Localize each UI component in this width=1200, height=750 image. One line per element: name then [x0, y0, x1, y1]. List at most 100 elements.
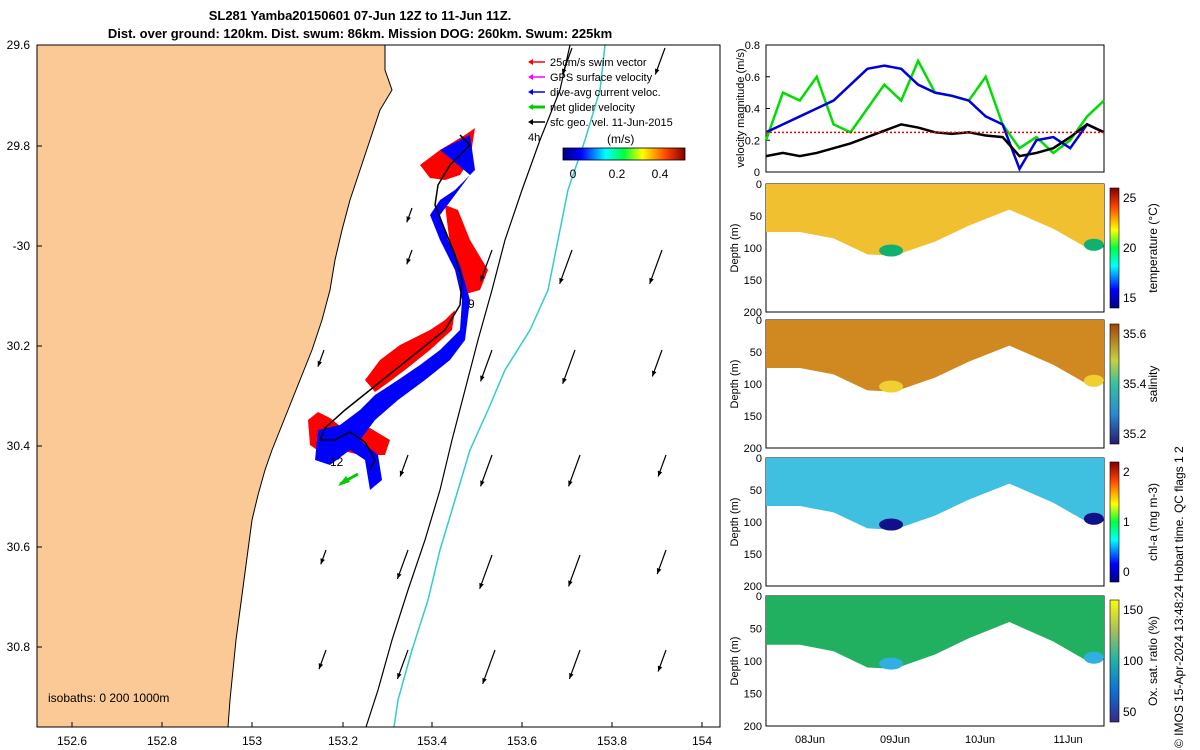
geostrophic-velocity-arrow: [317, 349, 325, 367]
velocity-series-line-1: [765, 64, 1105, 172]
lon-tick-label: 153.6: [507, 734, 537, 748]
geostrophic-velocity-arrow: [318, 649, 327, 670]
lat-tick-label: -30: [13, 239, 31, 253]
colorbar-label: Ox. sat. ratio (%): [1146, 616, 1160, 706]
colorbar-tick-label: 150: [1123, 603, 1143, 617]
surface-geostrophic-velocity-field: [317, 47, 667, 685]
geostrophic-velocity-arrow: [567, 454, 581, 487]
depth-tick-label: 150: [744, 689, 762, 701]
colorbar-tick-label: 35.6: [1123, 327, 1147, 341]
geostrophic-velocity-arrow: [399, 454, 409, 477]
lat-tick-label: 30.6: [7, 540, 31, 554]
depth-tick-label: 100: [744, 379, 762, 391]
colorbar-tick-label: 0: [1123, 565, 1130, 579]
colorbar-tick-label: 25: [1123, 191, 1137, 205]
section-colorbar: [1109, 323, 1120, 445]
depth-ylabel: Depth (m): [729, 498, 741, 547]
land-mass: [37, 45, 393, 727]
colorbar-unit: (m/s): [607, 132, 634, 146]
date-tick-label: 10Jun: [965, 734, 995, 746]
depth-ylabel: Depth (m): [729, 637, 741, 686]
lon-tick-label: 152.8: [147, 734, 177, 748]
legend-label: sfc geo. vel. 11-Jun-2015: [550, 117, 673, 129]
lat-tick-label: 29.6: [7, 38, 31, 52]
colorbar-label: chl-a (mg m-3): [1146, 483, 1160, 561]
colorbar-tick-label: 15: [1123, 291, 1137, 305]
depth-ylabel: Depth (m): [729, 360, 741, 409]
geostrophic-velocity-arrow: [479, 249, 493, 282]
colorbar-tick-label: 0.2: [609, 167, 626, 181]
geostrophic-velocity-arrow: [657, 454, 667, 477]
colorbar-tick-label: 0.4: [652, 167, 669, 181]
colorbar-tick-label: 50: [1123, 705, 1137, 719]
title-line-1: SL281 Yamba20150601 07-Jun 12Z to 11-Jun…: [208, 8, 512, 23]
section-data-feature: [879, 518, 904, 531]
geostrophic-velocity-arrow: [561, 47, 573, 75]
lat-tick-label: 30.2: [7, 339, 31, 353]
legend-entry: 25cm/s swim vector: [528, 57, 647, 69]
depth-tick-label: 50: [750, 624, 762, 636]
lat-tick-label: 30.4: [7, 439, 31, 453]
geostrophic-velocity-arrow: [656, 549, 667, 575]
net-glider-velocity-arrowhead: [338, 476, 350, 486]
depth-tick-label: 100: [744, 656, 762, 668]
section-data-field: [766, 596, 1104, 669]
speed-colorbar-ticks: 0 0.2 0.4: [570, 167, 669, 181]
velocity-ytick-label: 0.6: [745, 72, 760, 84]
legend-entry: dive-avg current veloc.: [528, 87, 661, 99]
depth-tick-label: 150: [744, 411, 762, 423]
geostrophic-velocity-arrow: [654, 47, 666, 75]
marker-4h: 4h: [528, 132, 540, 144]
section-data-feature: [1083, 512, 1104, 525]
velocity-ytick-label: 0.2: [745, 135, 760, 147]
colorbar-tick-label: 100: [1123, 654, 1143, 668]
isobaths-label: isobaths: 0 200 1000m: [48, 691, 169, 705]
geostrophic-velocity-arrow: [396, 549, 409, 580]
speed-colorbar: [562, 147, 686, 161]
velocity-ylabel: velocity magnitude (m/s): [735, 48, 747, 167]
section-data-field: [766, 458, 1104, 530]
geostrophic-velocity-arrow: [406, 207, 413, 223]
depth-tick-label: 50: [750, 347, 762, 359]
section-panel-1: 0 50 100 150 200 Depth (m) 35.6 35.4 35.2 salinit…: [729, 315, 1160, 455]
legend-label: dive-avg current veloc.: [550, 87, 661, 99]
depth-tick-label: 200: [744, 581, 762, 593]
depth-tick-label: 200: [744, 307, 762, 319]
colorbar-tick-label: 20: [1123, 241, 1137, 255]
colorbar-label: salinity: [1146, 366, 1160, 403]
lat-tick-label: 29.8: [7, 139, 31, 153]
day-label-9: 9: [468, 297, 475, 311]
colorbar-tick-label: 35.2: [1123, 427, 1147, 441]
lon-tick-label: 154: [692, 734, 712, 748]
legend-entry: GPS surface velocity: [528, 72, 653, 84]
depth-tick-label: 100: [744, 517, 762, 529]
velocity-ytick-label: 0: [754, 167, 760, 179]
depth-tick-label: 0: [756, 179, 762, 191]
colorbar-tick-label: 0: [570, 167, 577, 181]
depth-tick-label: 0: [756, 315, 762, 327]
colorbar-label: temperature (°C): [1146, 203, 1160, 293]
legend-label: net glider velocity: [550, 102, 635, 114]
velocity-ytick-label: 0.8: [745, 40, 760, 52]
depth-tick-label: 100: [744, 243, 762, 255]
geostrophic-velocity-arrow: [568, 649, 581, 680]
colorbar-tick-label: 35.4: [1123, 377, 1147, 391]
section-data-feature: [879, 244, 904, 257]
geostrophic-velocity-arrow: [562, 349, 576, 385]
colorbar-tick-label: 2: [1123, 465, 1130, 479]
glider-track: [318, 134, 472, 471]
section-data-field: [766, 184, 1104, 256]
section-data-feature: [879, 657, 904, 670]
section-data-feature: [879, 380, 904, 393]
geostrophic-velocity-arrow: [320, 549, 327, 565]
geostrophic-velocity-arrow: [396, 649, 409, 680]
map-legend: 25cm/s swim vector GPS surface velocity di…: [528, 57, 673, 129]
depth-ylabel: Depth (m): [729, 224, 741, 273]
legend-label: 25cm/s swim vector: [550, 57, 647, 69]
geostrophic-velocity-arrow: [649, 249, 663, 285]
depth-tick-label: 200: [744, 443, 762, 455]
geostrophic-velocity-arrow: [479, 554, 493, 590]
